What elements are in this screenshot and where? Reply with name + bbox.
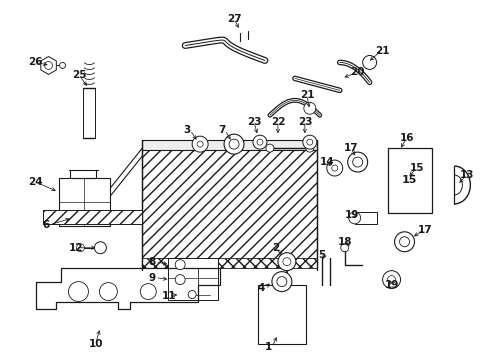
Bar [42, 210, 142, 224]
Bar [59, 178, 110, 226]
Circle shape [394, 232, 414, 252]
Circle shape [271, 272, 291, 292]
Circle shape [228, 139, 239, 149]
Circle shape [305, 144, 313, 152]
Circle shape [387, 276, 395, 284]
Text: 3: 3 [183, 125, 190, 135]
Circle shape [188, 291, 196, 298]
Circle shape [68, 282, 88, 302]
Text: 16: 16 [399, 133, 413, 143]
Text: 21: 21 [299, 90, 314, 100]
Text: 6: 6 [42, 220, 50, 230]
Text: 15: 15 [408, 163, 423, 173]
Text: 12: 12 [68, 243, 83, 253]
Text: 26: 26 [29, 58, 43, 67]
Circle shape [362, 55, 376, 69]
Circle shape [352, 157, 362, 167]
Circle shape [140, 284, 156, 300]
Circle shape [276, 276, 286, 287]
Text: 7: 7 [218, 125, 225, 135]
Bar [354, 212, 376, 224]
Circle shape [224, 134, 244, 154]
Polygon shape [41, 57, 56, 75]
Text: 14: 14 [319, 157, 334, 167]
Circle shape [382, 271, 400, 289]
Text: 17: 17 [417, 225, 431, 235]
Text: 19: 19 [344, 210, 358, 220]
Circle shape [283, 258, 290, 266]
Text: 23: 23 [297, 117, 312, 127]
Circle shape [277, 253, 295, 271]
Circle shape [347, 152, 367, 172]
Circle shape [99, 283, 117, 301]
Text: 10: 10 [88, 339, 103, 349]
Text: 1: 1 [264, 342, 272, 352]
Text: 8: 8 [148, 257, 155, 267]
Bar [83, 88, 95, 138]
Text: 27: 27 [226, 14, 241, 24]
Bar [142, 258, 316, 268]
Bar [387, 148, 431, 213]
Circle shape [303, 102, 315, 114]
Text: 17: 17 [343, 143, 358, 153]
Text: 24: 24 [29, 177, 43, 187]
Circle shape [60, 62, 65, 68]
Circle shape [399, 237, 408, 247]
Circle shape [326, 160, 342, 176]
Circle shape [76, 244, 84, 252]
Text: 4: 4 [258, 283, 265, 293]
Circle shape [94, 242, 106, 254]
Circle shape [252, 135, 266, 149]
Text: 11: 11 [162, 291, 176, 301]
Text: 18: 18 [337, 237, 351, 247]
Text: 2: 2 [271, 243, 279, 253]
Circle shape [175, 260, 185, 270]
Text: 15: 15 [401, 175, 416, 185]
Text: 21: 21 [374, 45, 388, 55]
Bar [142, 140, 316, 150]
Bar [142, 148, 316, 266]
Bar [258, 285, 305, 345]
Circle shape [302, 135, 316, 149]
Circle shape [348, 212, 360, 224]
Text: 19: 19 [384, 280, 398, 289]
Text: 9: 9 [148, 273, 155, 283]
Circle shape [44, 62, 52, 69]
Text: 20: 20 [349, 67, 364, 77]
Text: 13: 13 [458, 170, 473, 180]
Text: 22: 22 [270, 117, 285, 127]
Text: 23: 23 [246, 117, 261, 127]
Circle shape [331, 165, 337, 171]
Text: 25: 25 [72, 71, 87, 80]
Circle shape [340, 244, 348, 252]
Bar [168, 258, 218, 300]
Circle shape [265, 144, 273, 152]
Circle shape [306, 139, 312, 145]
Circle shape [192, 136, 208, 152]
Circle shape [175, 275, 185, 285]
Circle shape [197, 141, 203, 147]
Text: 5: 5 [317, 250, 325, 260]
Circle shape [256, 139, 263, 145]
